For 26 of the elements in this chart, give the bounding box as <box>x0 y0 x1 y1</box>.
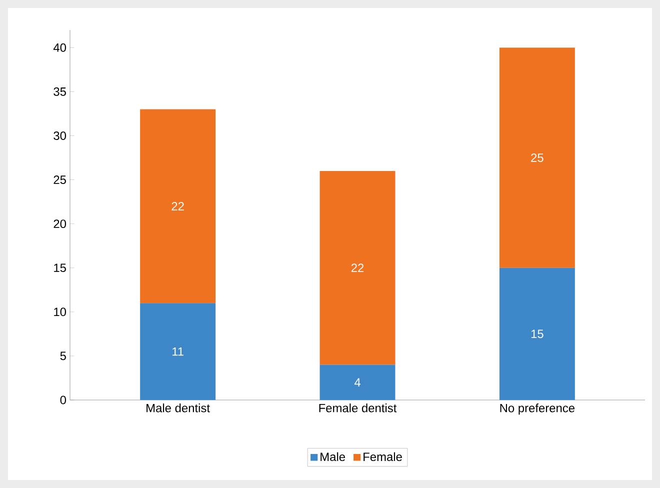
data-label: 11 <box>172 347 184 356</box>
bar <box>499 48 575 268</box>
bar <box>320 364 396 400</box>
bar <box>140 109 216 304</box>
y-tick-label: 25 <box>54 176 66 184</box>
legend-label: Male <box>320 452 345 462</box>
y-tick-label: 10 <box>54 308 66 316</box>
data-label: 25 <box>531 154 544 162</box>
x-tick-label: Male dentist <box>146 404 210 412</box>
data-label: 4 <box>354 378 360 386</box>
y-tick-label: 5 <box>60 352 66 360</box>
y-tick-label: 40 <box>53 43 66 52</box>
y-tick-label: 20 <box>54 220 66 228</box>
x-tick-label: Female dentist <box>319 404 397 412</box>
data-label: 15 <box>531 330 544 338</box>
y-tick-label: 30 <box>54 131 66 140</box>
y-tick-label: 35 <box>54 87 66 96</box>
bar <box>499 268 575 400</box>
legend-label: Female <box>364 452 402 462</box>
y-tick-label: 15 <box>54 264 66 272</box>
y-tick-label: 0 <box>60 396 66 404</box>
bar <box>140 303 216 400</box>
data-label: 22 <box>351 264 364 272</box>
bar <box>320 170 396 365</box>
x-tick-label: No preference <box>500 404 575 415</box>
data-label: 22 <box>172 202 184 210</box>
